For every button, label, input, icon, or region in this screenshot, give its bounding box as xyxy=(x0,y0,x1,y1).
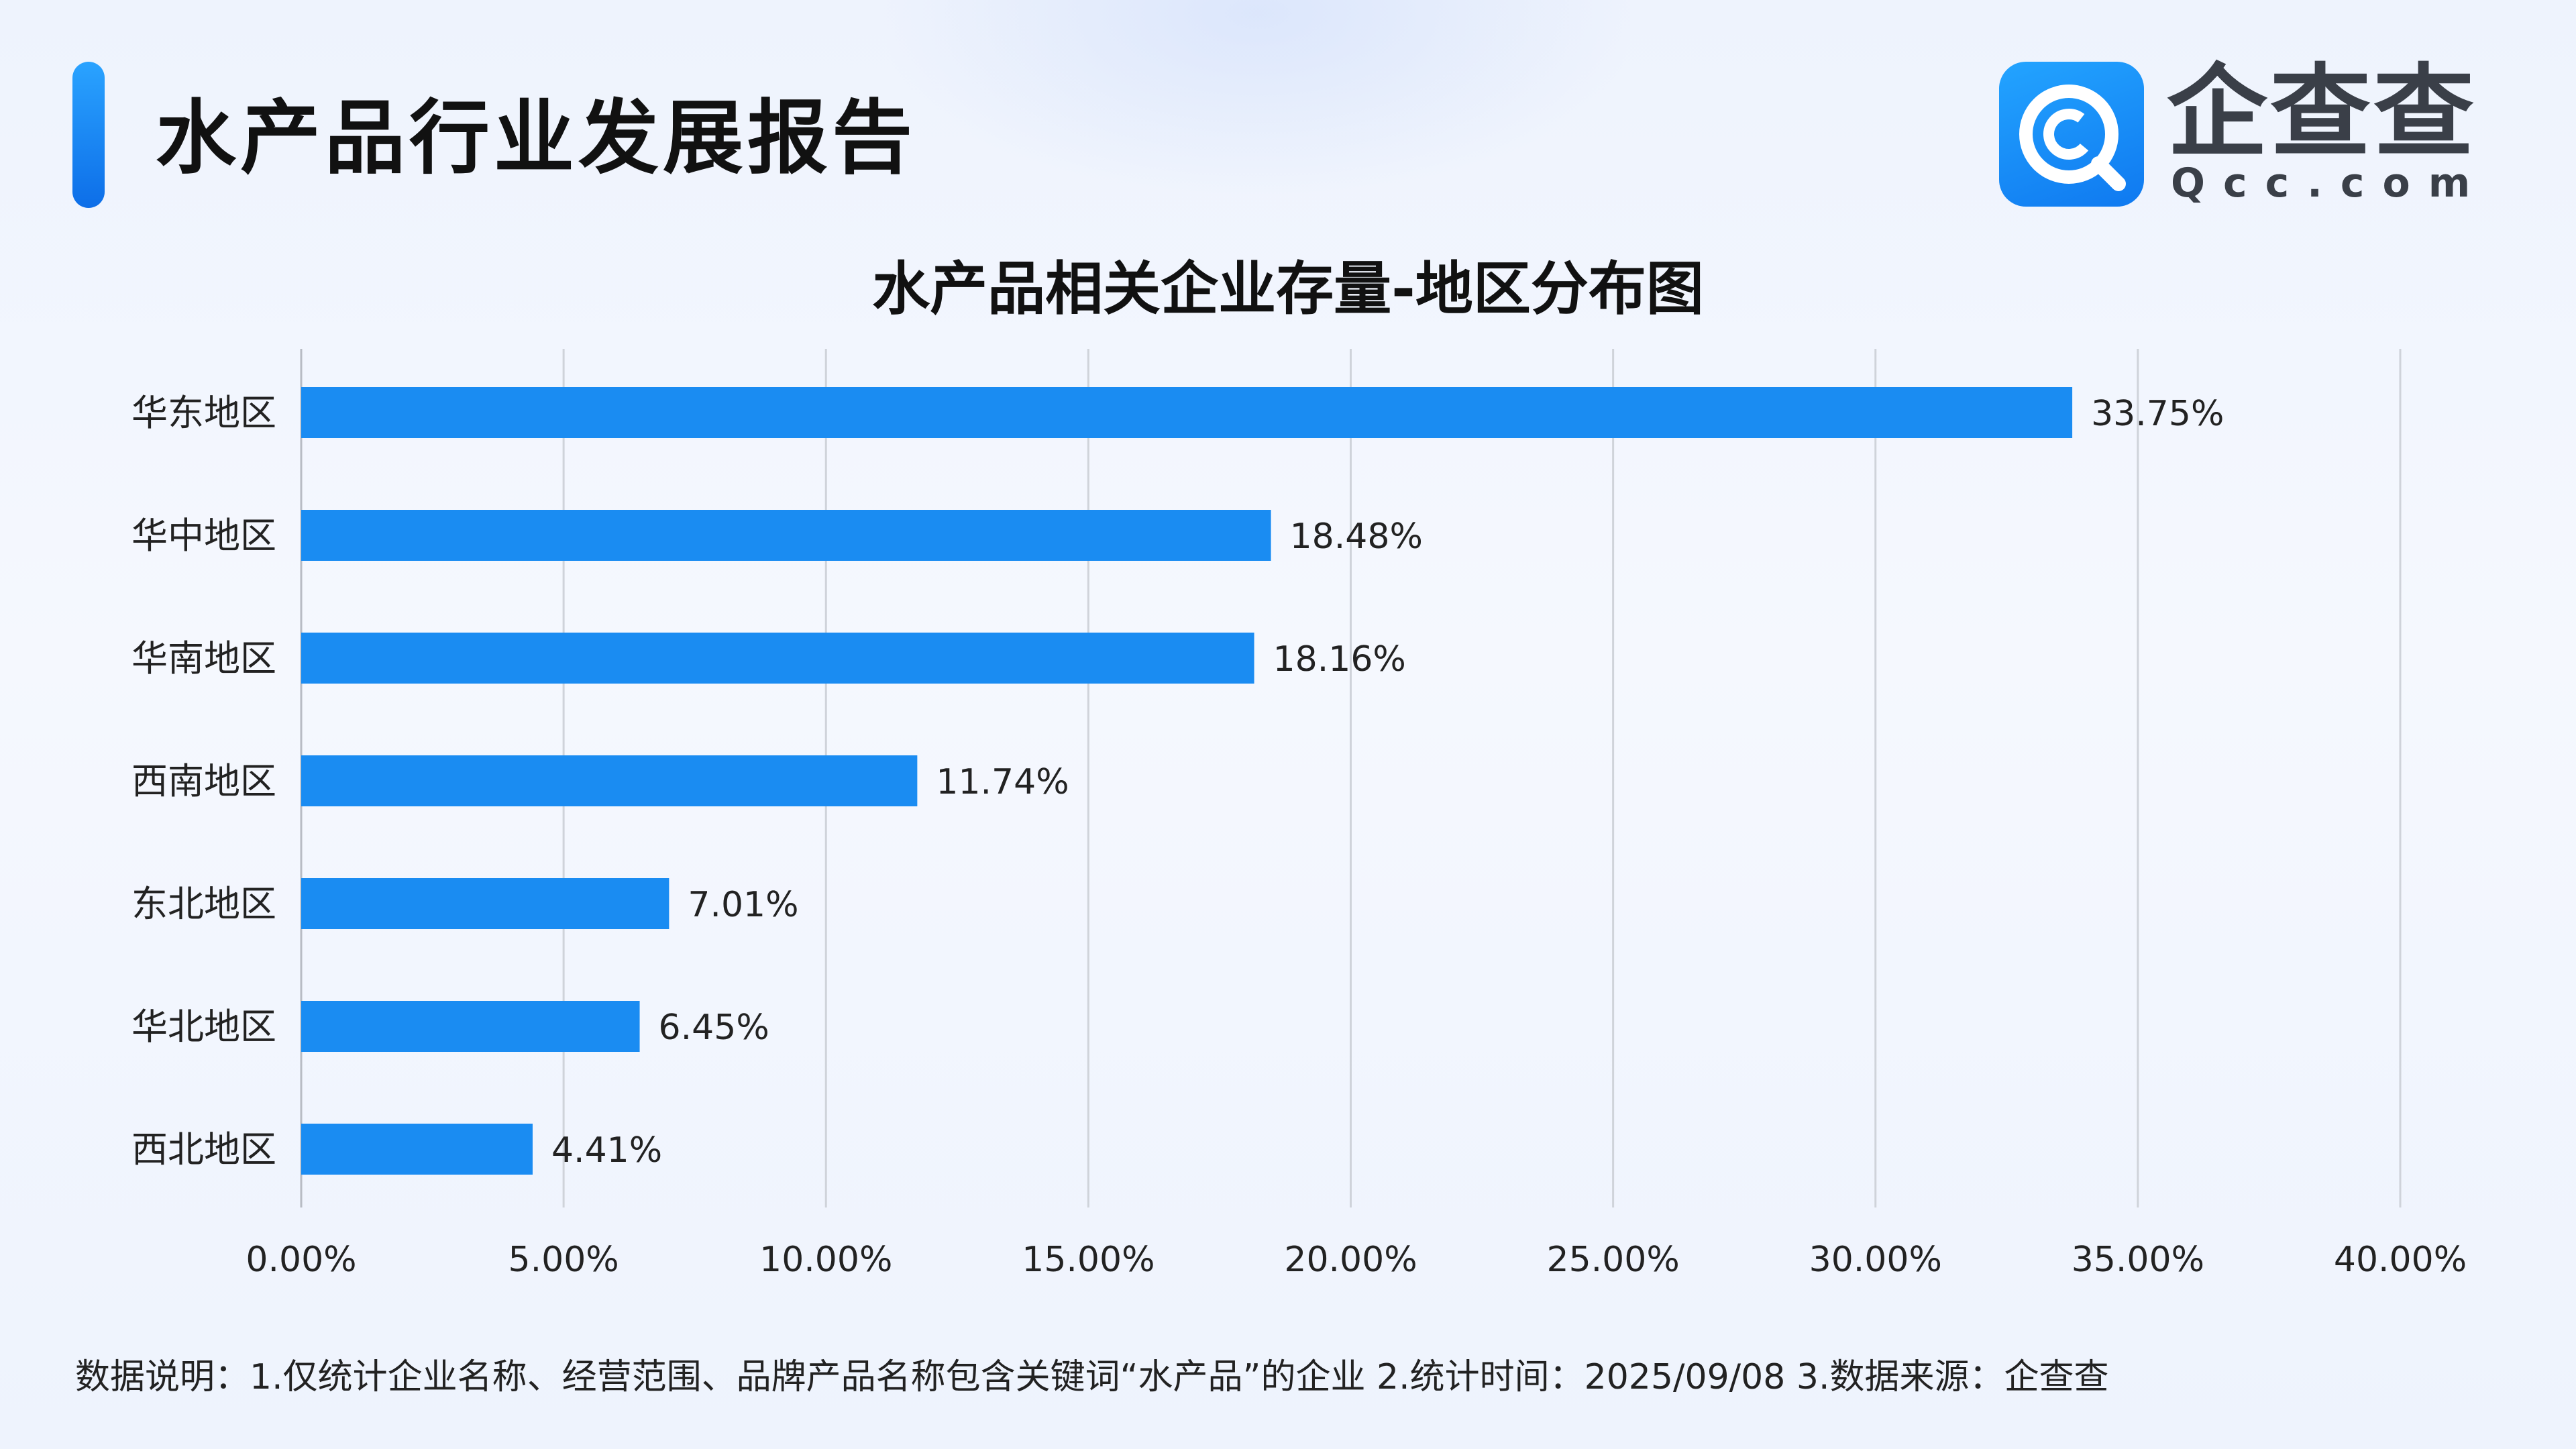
chart-title: 水产品相关企业存量-地区分布图 xyxy=(872,256,1704,323)
x-tick-label: 30.00% xyxy=(1809,1240,1942,1280)
category-label: 华东地区 xyxy=(131,392,276,434)
category-label: 东北地区 xyxy=(131,883,276,925)
logo-domain: Qcc.com xyxy=(2171,160,2489,207)
data-label: 6.45% xyxy=(659,1008,769,1048)
bar xyxy=(301,510,1271,561)
bar xyxy=(301,387,2073,438)
category-label: 华中地区 xyxy=(131,515,276,557)
x-tick-label: 20.00% xyxy=(1284,1240,1417,1280)
data-label: 18.48% xyxy=(1290,517,1423,557)
category-label: 西北地区 xyxy=(131,1128,276,1171)
category-label: 西南地区 xyxy=(131,760,276,802)
data-label: 11.74% xyxy=(936,762,1069,802)
data-label: 33.75% xyxy=(2091,394,2224,434)
qcc-magnifier-logo-icon xyxy=(1999,62,2144,207)
bar xyxy=(301,633,1254,684)
category-label: 华北地区 xyxy=(131,1006,276,1048)
logo-name: 企查查 xyxy=(2167,54,2477,171)
data-footnote: 数据说明：1.仅统计企业名称、经营范围、品牌产品名称包含关键词“水产品”的企业 … xyxy=(75,1357,2109,1397)
x-tick-label: 40.00% xyxy=(2334,1240,2467,1280)
bar xyxy=(301,755,918,806)
x-tick-label: 35.00% xyxy=(2072,1240,2204,1280)
x-tick-label: 25.00% xyxy=(1546,1240,1679,1280)
category-label: 华南地区 xyxy=(131,637,276,680)
data-label: 7.01% xyxy=(688,885,798,925)
x-tick-label: 5.00% xyxy=(508,1240,619,1280)
data-label: 18.16% xyxy=(1273,639,1406,680)
bar xyxy=(301,878,669,929)
bar xyxy=(301,1001,640,1052)
x-tick-label: 0.00% xyxy=(246,1240,356,1280)
report-title: 水产品行业发展报告 xyxy=(156,92,916,185)
data-label: 4.41% xyxy=(551,1130,662,1171)
x-tick-label: 15.00% xyxy=(1022,1240,1155,1280)
bar xyxy=(301,1124,533,1175)
title-accent-bar xyxy=(72,62,105,208)
x-tick-label: 10.00% xyxy=(759,1240,892,1280)
